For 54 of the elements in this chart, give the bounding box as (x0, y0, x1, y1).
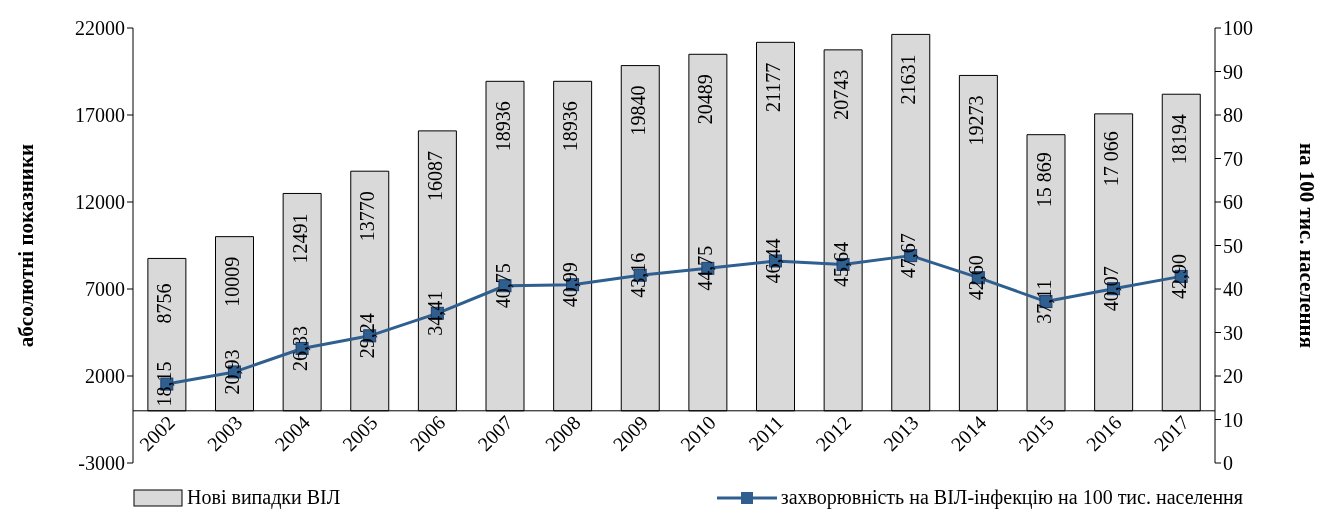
y2-tick-label: 50 (1223, 234, 1243, 257)
data-label: 20743 (829, 69, 852, 120)
data-label: 20489 (694, 74, 717, 125)
data-label: 29,24 (356, 313, 379, 359)
data-label: 18936 (491, 101, 514, 152)
y2-tick-label: 0 (1223, 452, 1233, 475)
y-tick-label: 12000 (75, 191, 125, 214)
y-tick-label: -3000 (78, 452, 125, 475)
y2-tick-label: 30 (1223, 321, 1243, 344)
data-label: 12491 (288, 213, 311, 264)
y-tick-label: 7000 (85, 278, 125, 301)
data-label: 15 869 (1032, 152, 1055, 208)
data-label: 21631 (897, 54, 920, 105)
y2-tick-label: 20 (1223, 365, 1243, 388)
data-label: 18194 (1167, 114, 1190, 165)
y-axis-title: абсолютні показники (14, 143, 39, 348)
y2-tick-label: 80 (1223, 104, 1243, 127)
data-label: 37,11 (1032, 279, 1055, 324)
x-tick-label: 2011 (744, 411, 788, 455)
data-label: 16087 (423, 150, 446, 201)
data-label: 18,15 (153, 361, 176, 407)
y2-tick-label: 70 (1223, 147, 1243, 170)
data-label: 42,90 (1167, 253, 1190, 299)
y2-tick-label: 40 (1223, 278, 1243, 301)
y2-tick-label: 60 (1223, 191, 1243, 214)
data-label: 18936 (559, 101, 582, 152)
data-label: 17 066 (1100, 131, 1123, 187)
data-label: 46,44 (762, 238, 785, 284)
y2-tick-label: 10 (1223, 408, 1243, 431)
data-label: 19840 (626, 85, 649, 136)
data-label: 47,67 (897, 233, 920, 279)
legend-label: захворювність на ВІЛ-інфекцію на 100 тис. населення (780, 486, 1243, 509)
data-label: 42,60 (964, 255, 987, 301)
data-label: 13770 (356, 191, 379, 242)
data-label: 19273 (964, 95, 987, 146)
data-label: 40,75 (491, 263, 514, 309)
data-label: 20,93 (221, 349, 244, 395)
data-label: 40,07 (1100, 266, 1123, 312)
data-label: 34,41 (423, 290, 446, 336)
data-label: 10009 (221, 256, 244, 307)
data-label: 45,64 (829, 241, 852, 287)
data-label: 21177 (762, 62, 785, 112)
data-label: 43,16 (626, 252, 649, 298)
data-label: 40,99 (559, 262, 582, 308)
y2-tick-label: 100 (1223, 17, 1253, 40)
data-label: 26,33 (288, 325, 311, 371)
y2-tick-label: 90 (1223, 60, 1243, 83)
data-label: 8756 (153, 283, 176, 324)
y2-axis-title: на 100 тис. населення (1294, 143, 1319, 348)
y-tick-label: 2000 (85, 365, 125, 388)
legend-label: Нові випадки ВІЛ (187, 486, 341, 509)
y-tick-label: 17000 (75, 104, 125, 127)
data-label: 44,75 (694, 245, 717, 291)
y-tick-label: 22000 (75, 17, 125, 40)
